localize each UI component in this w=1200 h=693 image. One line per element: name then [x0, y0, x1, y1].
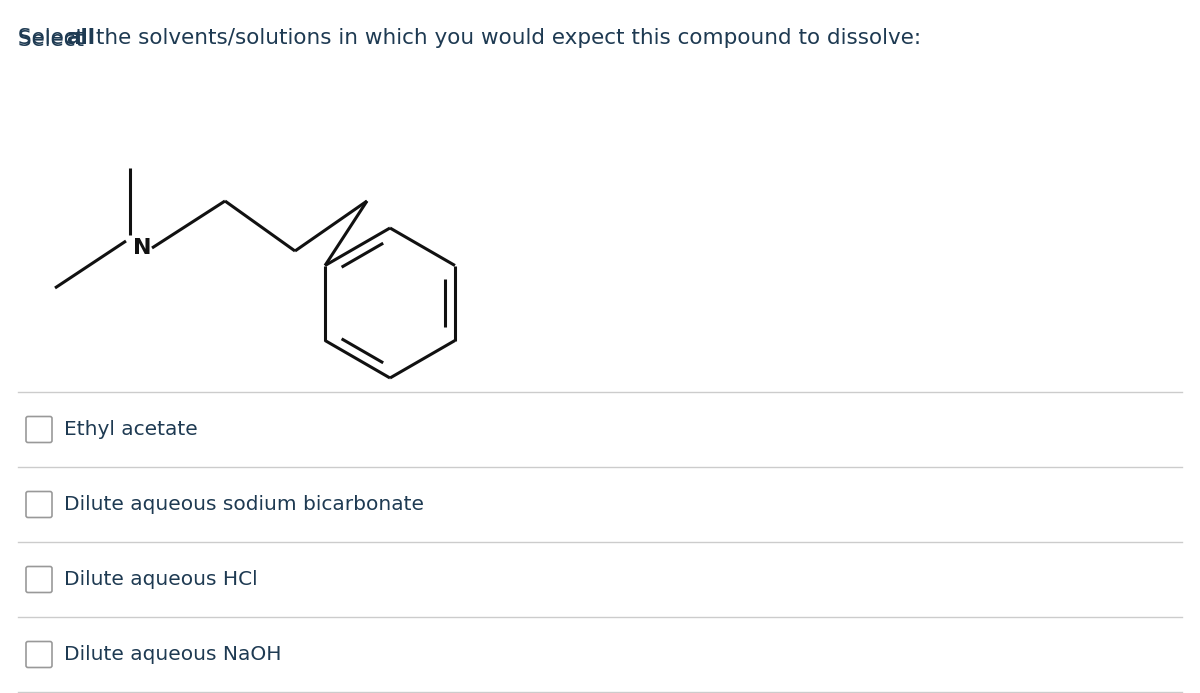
Text: Dilute aqueous HCl: Dilute aqueous HCl: [64, 570, 258, 589]
Text: N: N: [133, 238, 151, 258]
Text: Select: Select: [18, 28, 91, 48]
Text: the solvents/solutions in which you would expect this compound to dissolve:: the solvents/solutions in which you woul…: [89, 28, 922, 48]
Text: Dilute aqueous NaOH: Dilute aqueous NaOH: [64, 645, 282, 664]
Text: all: all: [66, 28, 95, 48]
Text: Select: Select: [18, 30, 91, 50]
Text: Ethyl acetate: Ethyl acetate: [64, 420, 198, 439]
FancyBboxPatch shape: [26, 491, 52, 518]
FancyBboxPatch shape: [26, 416, 52, 443]
Text: Dilute aqueous sodium bicarbonate: Dilute aqueous sodium bicarbonate: [64, 495, 424, 514]
FancyBboxPatch shape: [26, 566, 52, 593]
FancyBboxPatch shape: [26, 642, 52, 667]
